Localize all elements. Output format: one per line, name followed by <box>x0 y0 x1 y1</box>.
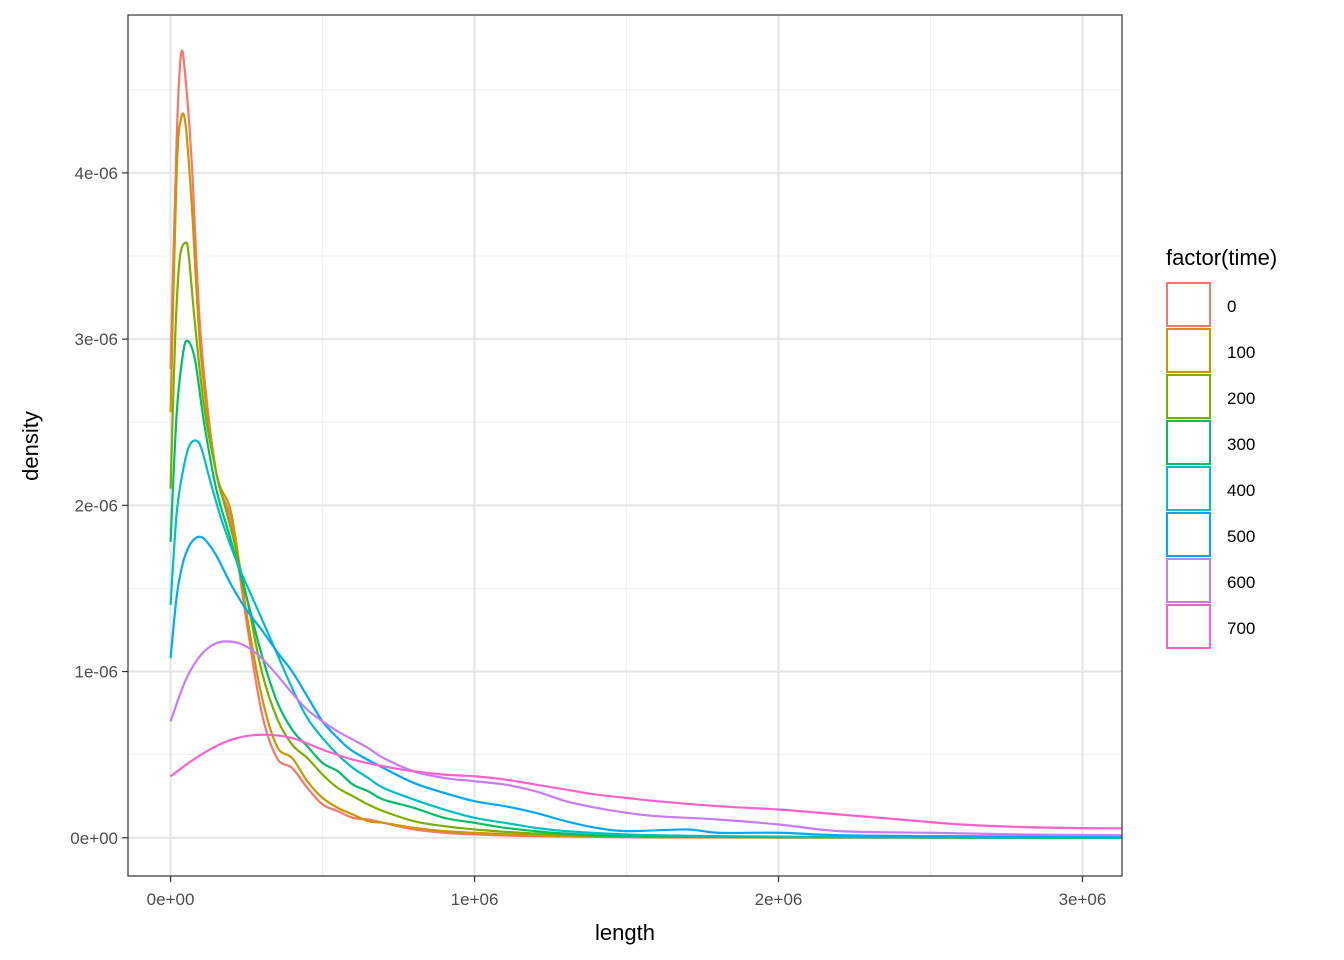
legend-key <box>1166 604 1211 649</box>
panel-border <box>127 14 1123 877</box>
x-tick-label: 1e+06 <box>451 890 499 909</box>
y-axis-title: density <box>18 411 43 481</box>
legend-item-0: 0 <box>1166 282 1236 327</box>
legend-key <box>1166 282 1211 327</box>
legend-label: 500 <box>1227 527 1255 546</box>
legend-label: 0 <box>1227 297 1236 316</box>
legend-key <box>1166 512 1211 557</box>
x-axis-title: length <box>595 920 655 945</box>
legend-label: 400 <box>1227 481 1255 500</box>
legend-label: 700 <box>1227 619 1255 638</box>
series-line-300 <box>169 339 1122 839</box>
legend-label: 200 <box>1227 389 1255 408</box>
y-tick-label: 4e-06 <box>75 164 118 183</box>
legend-key <box>1166 420 1211 465</box>
legend-item-100: 100 <box>1166 328 1255 373</box>
series-line-500 <box>169 535 1122 839</box>
y-tick-label: 0e+00 <box>70 829 118 848</box>
minor-gridlines <box>128 15 1122 876</box>
legend-item-700: 700 <box>1166 604 1255 649</box>
legend-items: 0 100 200 300 400 500 600 700 <box>1166 282 1255 649</box>
x-tick-label: 2e+06 <box>755 890 803 909</box>
legend-item-300: 300 <box>1166 420 1255 465</box>
legend-item-200: 200 <box>1166 374 1255 419</box>
y-tick-label: 1e-06 <box>75 663 118 682</box>
legend-item-600: 600 <box>1166 558 1255 603</box>
legend-key <box>1166 328 1211 373</box>
series-lines <box>169 49 1122 839</box>
series-line-700 <box>169 733 1122 830</box>
x-tick-label: 3e+06 <box>1059 890 1107 909</box>
legend-key <box>1166 466 1211 511</box>
legend-label: 300 <box>1227 435 1255 454</box>
series-line-200 <box>169 241 1122 839</box>
legend-key <box>1166 374 1211 419</box>
legend-label: 100 <box>1227 343 1255 362</box>
legend-label: 600 <box>1227 573 1255 592</box>
x-axis-ticks: 0e+00 1e+06 2e+06 3e+06 <box>147 876 1107 909</box>
y-tick-label: 3e-06 <box>75 330 118 349</box>
major-gridlines <box>128 15 1122 876</box>
series-line-100 <box>169 112 1122 839</box>
legend-item-500: 500 <box>1166 512 1255 557</box>
legend: factor(time) 0 100 200 300 400 500 600 700 <box>1166 245 1277 649</box>
legend-key <box>1166 558 1211 603</box>
legend-item-400: 400 <box>1166 466 1255 511</box>
y-axis-ticks: 0e+00 1e-06 2e-06 3e-06 4e-06 <box>70 164 128 848</box>
x-tick-label: 0e+00 <box>147 890 195 909</box>
legend-title: factor(time) <box>1166 245 1277 270</box>
y-tick-label: 2e-06 <box>75 496 118 515</box>
